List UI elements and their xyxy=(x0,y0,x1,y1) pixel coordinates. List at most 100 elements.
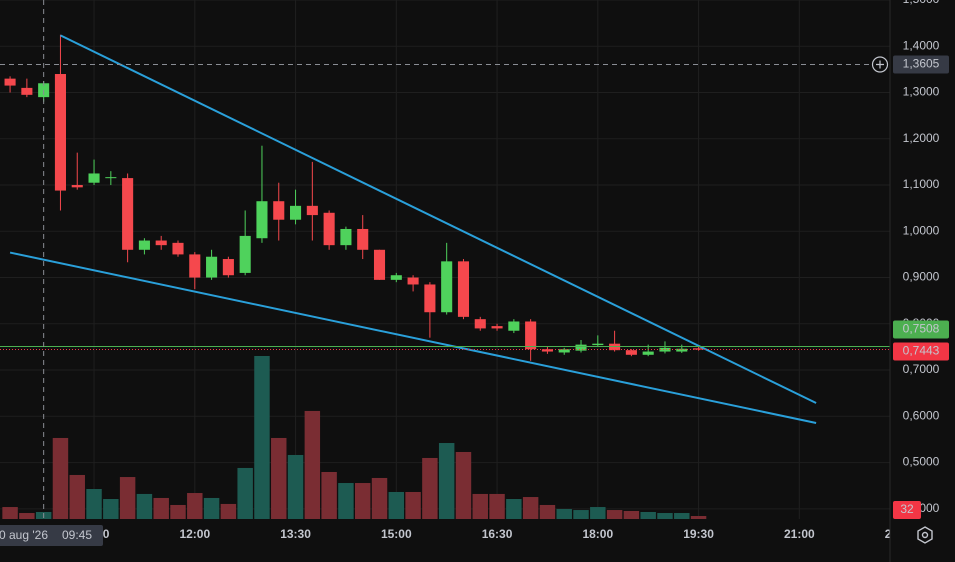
candle-body xyxy=(239,235,251,273)
volume-bar xyxy=(69,474,85,519)
crosshair-time-box xyxy=(0,525,103,546)
candle-body xyxy=(256,201,268,239)
candle-body xyxy=(541,349,553,352)
last-price-label: 0,7443 xyxy=(903,344,940,358)
candle-body xyxy=(105,177,117,179)
y-tick-label: 0,5000 xyxy=(903,455,940,469)
volume-bar xyxy=(690,516,707,519)
candle-body xyxy=(457,261,470,317)
volume-bar xyxy=(539,504,556,519)
trendline xyxy=(60,34,817,404)
volume-bar xyxy=(153,497,169,519)
price-axis-panel xyxy=(890,0,955,562)
candle-body xyxy=(357,228,369,250)
candle-body xyxy=(424,284,436,313)
volume-bar xyxy=(254,356,270,519)
candle-body xyxy=(693,348,705,350)
volume-bar xyxy=(170,504,186,519)
volume-bar xyxy=(119,477,136,519)
y-tick-label: 1,5000 xyxy=(903,0,940,6)
y-tick-label: 0,6000 xyxy=(903,408,940,422)
volume-bar xyxy=(103,498,119,519)
volume-bar xyxy=(489,493,505,519)
x-tick-label: 16:30 xyxy=(482,527,513,541)
y-tick-label: 1,4000 xyxy=(903,38,940,52)
volume-bar xyxy=(573,510,589,519)
candle-body xyxy=(273,201,285,220)
candle-body xyxy=(390,275,402,280)
volume-bar xyxy=(287,454,304,519)
crosshair-time: 09:45 xyxy=(62,528,92,542)
y-tick-label: 1,3000 xyxy=(903,85,940,99)
volume-bar xyxy=(438,443,455,519)
candle-body xyxy=(222,259,234,276)
candle-body xyxy=(306,205,318,216)
candle-body xyxy=(373,249,386,280)
candle-body xyxy=(491,326,503,329)
reference-price-label: 0,7508 xyxy=(903,322,940,336)
y-tick-label: 1,2000 xyxy=(903,131,940,145)
candle-body xyxy=(625,350,637,355)
reference-price-box xyxy=(893,320,949,339)
candle-body xyxy=(88,173,100,183)
x-tick-label: 12:00 xyxy=(179,527,210,541)
add-icon xyxy=(876,60,884,69)
volume-bar xyxy=(606,510,623,519)
volume-bar xyxy=(304,410,321,519)
trendline xyxy=(9,251,817,424)
y-tick-label: 0,7000 xyxy=(903,362,940,376)
volume-bar xyxy=(657,513,673,519)
volume-bar xyxy=(2,507,18,519)
volume-bar xyxy=(354,483,371,519)
candle-body xyxy=(4,78,16,86)
candle-body xyxy=(525,321,537,350)
y-tick-label: 0,9000 xyxy=(903,270,940,284)
candle-body xyxy=(659,347,671,352)
candle-body xyxy=(323,212,335,246)
volume-label: 32 xyxy=(900,502,914,516)
last-price-box xyxy=(893,342,949,361)
volume-bar xyxy=(674,513,690,519)
volume-bar xyxy=(388,491,405,519)
crosshair-date: 0 aug '26 xyxy=(0,528,48,542)
x-tick-label: 19:30 xyxy=(683,527,714,541)
settings-icon xyxy=(921,531,929,539)
volume-bar xyxy=(271,437,287,519)
candle-body xyxy=(474,319,486,329)
volume-bar xyxy=(422,457,438,519)
candle-body xyxy=(558,349,570,353)
candle-body xyxy=(642,351,654,355)
settings-button[interactable] xyxy=(917,526,933,544)
volume-bar xyxy=(86,488,102,519)
volume-bar xyxy=(556,508,572,519)
candle-body xyxy=(508,321,520,331)
candle-body xyxy=(21,87,33,95)
volume-bar xyxy=(522,497,539,519)
volume-bar xyxy=(472,493,488,519)
crosshair-price-label: 1,3605 xyxy=(903,57,940,71)
candle-body xyxy=(155,240,167,246)
candle-body xyxy=(138,240,150,250)
x-tick-label: 21:00 xyxy=(784,527,815,541)
candle-body xyxy=(172,242,184,255)
x-tick-label: 13:30 xyxy=(280,527,311,541)
volume-bar xyxy=(52,437,69,519)
candle-body xyxy=(189,254,201,278)
volume-bar xyxy=(321,471,337,519)
candle-body xyxy=(676,348,688,352)
candle-body xyxy=(592,343,604,346)
volume-bar xyxy=(136,493,153,519)
volume-bar xyxy=(220,503,237,519)
x-tick-label: 15:00 xyxy=(381,527,412,541)
plot-area xyxy=(0,0,890,519)
candle-body xyxy=(407,277,419,285)
volume-bar xyxy=(237,467,253,519)
volume-bar xyxy=(203,497,220,519)
volume-bar xyxy=(623,510,640,519)
y-tick-label: 1,1000 xyxy=(903,177,940,191)
candle-body xyxy=(340,228,352,246)
volume-bar xyxy=(506,498,522,519)
